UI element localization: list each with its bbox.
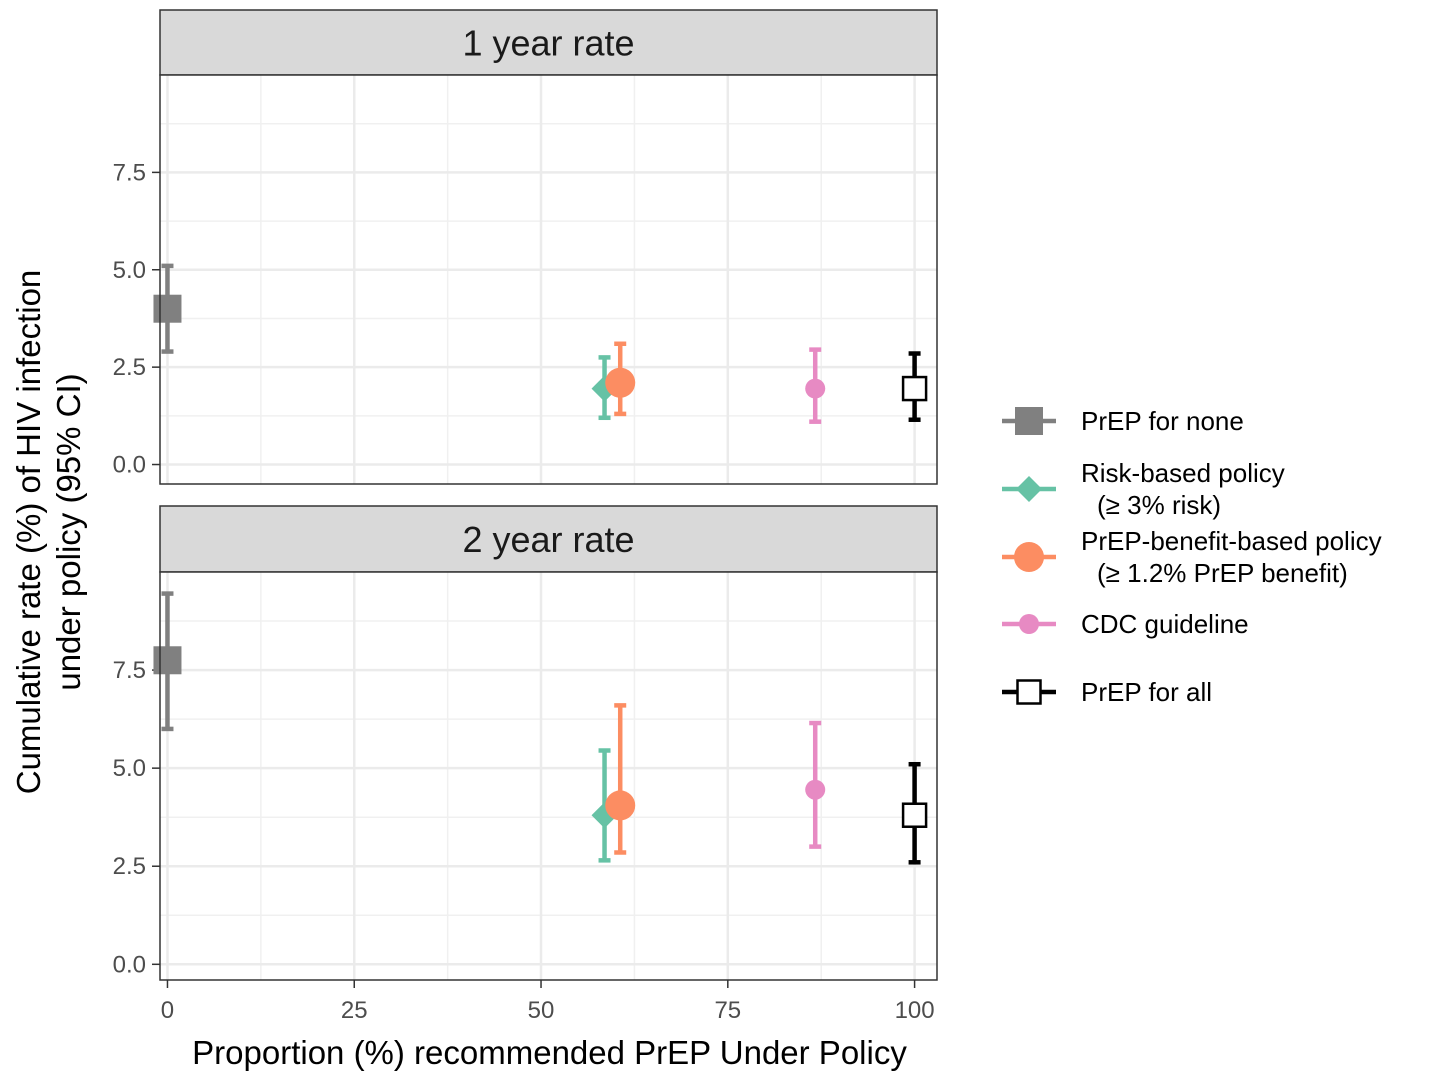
legend-label: PrEP-benefit-based policy [1081, 526, 1382, 556]
legend-label: (≥ 3% risk) [1097, 490, 1221, 520]
marker-none [153, 294, 182, 323]
panel-strip [159, 505, 938, 573]
y-tick-label: 5.0 [113, 257, 146, 284]
y-axis-title-line: under policy (95% CI) [50, 373, 87, 690]
y-tick-label: 0.0 [113, 452, 146, 479]
legend-item-benefit: PrEP-benefit-based policy(≥ 1.2% PrEP be… [1002, 526, 1382, 588]
marker-cdc [805, 378, 826, 399]
legend-label: PrEP for none [1081, 406, 1244, 436]
panel-border [159, 571, 938, 981]
marker-all [901, 375, 928, 402]
panel-strip [159, 9, 938, 76]
x-tick-label: 0 [161, 997, 174, 1024]
legend-item-cdc: CDC guideline [1002, 609, 1249, 639]
panel-border [159, 74, 938, 485]
data-point-risk [591, 748, 618, 863]
x-tick-label: 75 [714, 997, 741, 1024]
marker-benefit [605, 367, 636, 398]
data-point-cdc [805, 347, 826, 424]
legend-item-none: PrEP for none [1002, 406, 1244, 436]
legend-key-marker [1016, 476, 1042, 502]
panel-1: 1 year rate 0.0 2.5 5.0 7.5 [113, 9, 938, 485]
legend-key-marker [1016, 679, 1042, 705]
legend-key-marker [1014, 542, 1044, 572]
y-tick-label: 7.5 [113, 159, 146, 186]
legend: PrEP for none Risk-based policy(≥ 3% risk… [1002, 406, 1382, 707]
legend-key-marker [1019, 614, 1039, 634]
legend-label: Risk-based policy [1081, 458, 1285, 488]
legend-item-all: PrEP for all [1002, 677, 1212, 707]
y-tick-label: 2.5 [113, 354, 146, 381]
legend-key-marker [1015, 407, 1043, 435]
data-point-benefit [605, 341, 636, 417]
x-tick-label: 50 [528, 997, 555, 1024]
marker-cdc [805, 779, 826, 800]
legend-label: CDC guideline [1081, 609, 1249, 639]
x-axis-title: Proportion (%) recommended PrEP Under Po… [192, 1034, 907, 1071]
marker-none [153, 646, 182, 675]
panel-background [160, 572, 937, 980]
panel-title: 1 year rate [462, 23, 634, 64]
data-point-cdc [805, 720, 826, 849]
y-tick-label: 0.0 [113, 951, 146, 978]
data-point-none [153, 591, 182, 732]
data-point-all [901, 761, 928, 865]
legend-label: PrEP for all [1081, 677, 1212, 707]
legend-label: (≥ 1.2% PrEP benefit) [1097, 558, 1348, 588]
panel-title: 2 year rate [462, 519, 634, 560]
panel-2: 2 year rate 0.0 2.5 5.0 7.5 [113, 505, 938, 981]
legend-item-risk: Risk-based policy(≥ 3% risk) [1002, 458, 1285, 520]
x-tick-label: 100 [895, 997, 935, 1024]
marker-all [901, 802, 928, 828]
x-tick-label: 25 [341, 997, 368, 1024]
y-axis-title: Cumulative rate (%) of HIV infectionunde… [10, 270, 87, 795]
y-tick-label: 2.5 [113, 853, 146, 880]
data-point-none [153, 263, 182, 354]
data-point-benefit [605, 703, 636, 855]
data-point-all [901, 351, 928, 422]
y-tick-label: 7.5 [113, 657, 146, 684]
y-tick-label: 5.0 [113, 755, 146, 782]
marker-benefit [605, 790, 636, 821]
y-axis-title-line: Cumulative rate (%) of HIV infection [10, 270, 47, 795]
